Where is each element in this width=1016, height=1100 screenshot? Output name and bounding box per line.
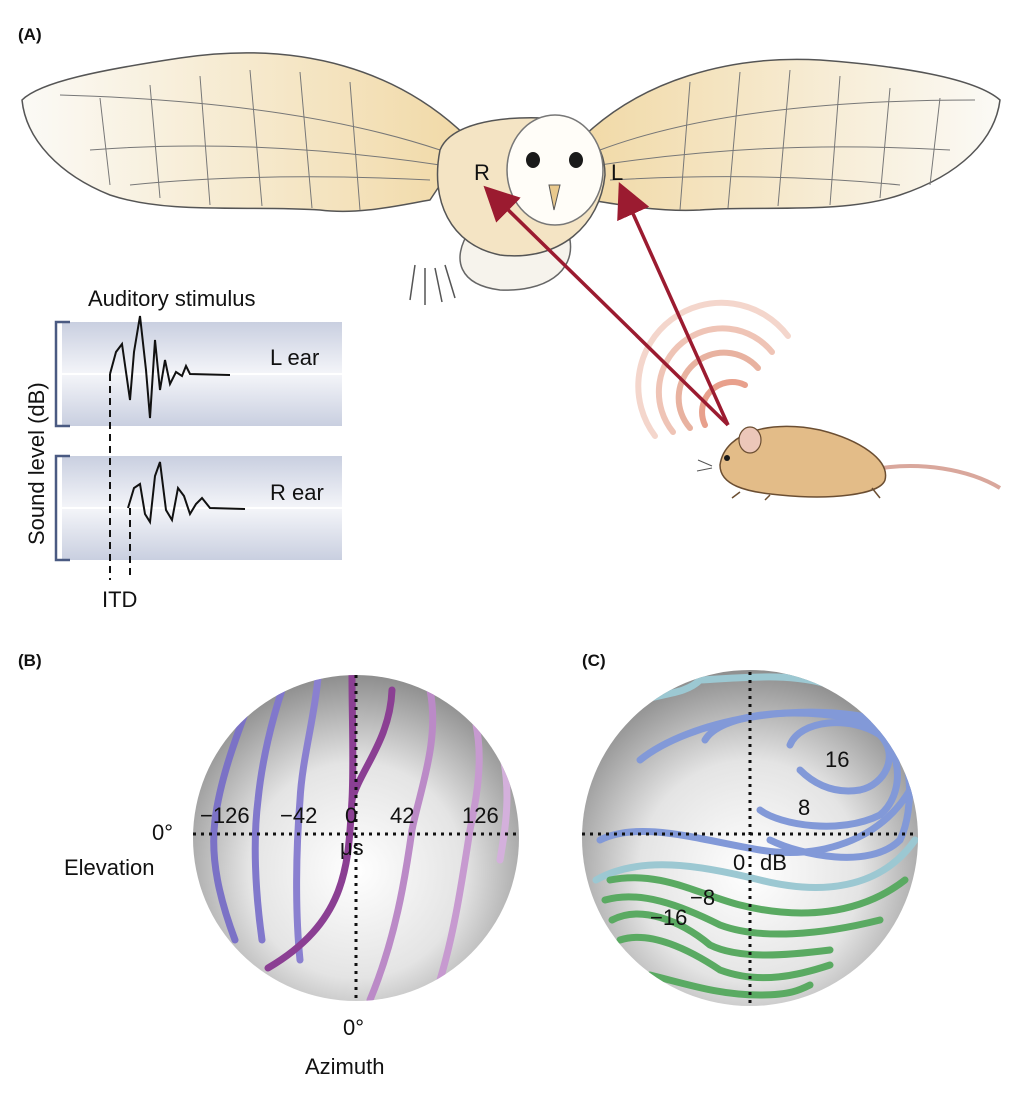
panel-b-label: (B) [18,651,42,670]
itd-contour-neg-42 [293,675,322,964]
itd-contour-pos-126 [436,686,483,984]
owl-illustration: R L [21,52,1001,305]
mouse-illustration [696,425,1002,501]
left-ear-bracket [54,320,70,428]
ild-contour-neg-edge [646,971,814,999]
mouse-feet [731,487,881,501]
ild-contour-zero [592,836,918,891]
itd-contour-label-pos-126: 126 [462,803,499,828]
y-axis-label: Sound level (dB) [24,382,49,545]
ild-contour-label-16: 16 [825,747,849,772]
owl-ear-r-label: R [474,160,490,185]
itd-sphere: −126 −42 0 42 126 μs [193,675,519,1003]
owl-beak [548,184,561,211]
ild-contour-label-8: 8 [798,795,810,820]
elevation-label: Elevation [64,855,155,880]
left-ear-label: L ear [270,345,319,370]
left-ear-waveform [109,315,231,419]
ild-contour-neg-16 [608,910,834,959]
mouse-ear [738,426,762,454]
azimuth-tick: 0° [343,1015,364,1040]
itd-contour-zero [264,675,357,972]
right-ear-waveform [127,461,246,525]
sound-path-arrow-right-ear [483,185,730,427]
ild-contour-neg-16b [616,933,834,982]
panel-a-label: (A) [18,25,42,44]
owl-ear-l-label: L [611,160,623,185]
owl-left-eye [526,152,540,168]
mouse-body [719,425,887,498]
ild-contour-neg-8 [606,874,909,917]
itd-contour-label-pos-42: 42 [390,803,414,828]
itd-unit-label: μs [340,835,364,860]
azimuth-label: Azimuth [305,1054,384,1079]
ild-contour-8-outer [596,786,914,856]
ild-sphere: 16 8 0 dB −8 −16 [582,670,918,1008]
panel-c-label: (C) [582,651,606,670]
itd-contour-neg-far [210,696,254,944]
mouse-whiskers [696,459,713,472]
owl-right-eye [569,152,583,168]
right-ear-label: R ear [270,480,324,505]
owl-right-wing [579,58,1001,212]
itd-contour-neg-126 [251,686,286,944]
elevation-tick: 0° [152,820,173,845]
stimulus-plots: Auditory stimulus L ear R ear Sound leve… [24,286,342,612]
itd-contour-label-neg-42: −42 [280,803,317,828]
itd-contour-pos-42 [366,686,437,1001]
ild-contour-label-neg-8: −8 [690,885,715,910]
mouse-tail [869,464,1002,490]
ild-contour-16 [786,719,893,795]
ild-contour-neg-8b [601,893,884,938]
owl-face [506,114,604,226]
ild-contour-label-zero: 0 [733,850,745,875]
itd-label: ITD [102,587,137,612]
owl-talons [409,264,456,305]
sound-path-arrow-left-ear [617,182,730,426]
ild-contour-label-neg-16: −16 [650,905,687,930]
mouse-eye [724,455,730,461]
sound-waves [635,299,791,439]
itd-contour-label-neg-126: −126 [200,803,250,828]
right-ear-bracket [54,454,70,562]
itd-contour-label-zero: 0 [345,803,357,828]
stimulus-title: Auditory stimulus [88,286,256,311]
owl-left-wing [21,52,471,213]
ild-unit-label: dB [760,850,787,875]
